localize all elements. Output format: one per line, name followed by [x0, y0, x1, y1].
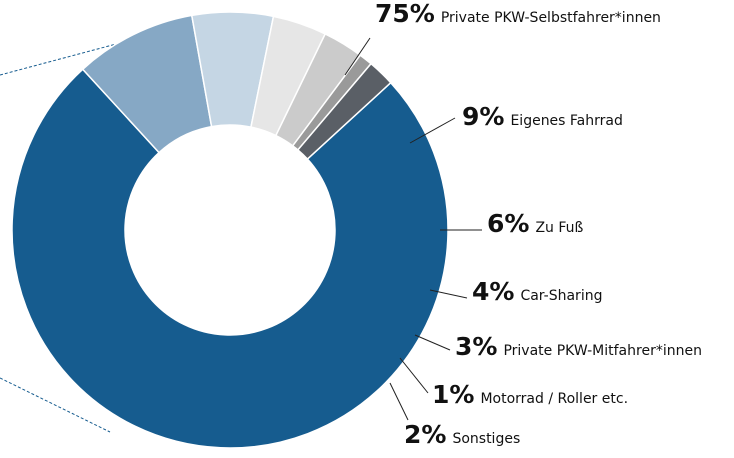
value-label: 75%: [375, 0, 435, 28]
value-label: 9%: [462, 102, 504, 131]
leader-line: [429, 289, 468, 299]
category-label: Motorrad / Roller etc.: [480, 391, 628, 407]
value-label: 4%: [472, 277, 514, 306]
value-label: 6%: [487, 209, 529, 238]
value-label: 2%: [404, 420, 446, 449]
donut-segment: [11, 68, 449, 449]
leader-line: [409, 117, 456, 144]
category-label: Car-Sharing: [520, 288, 602, 304]
value-label: 1%: [432, 380, 474, 409]
leader-line: [389, 382, 409, 421]
category-label: Private PKW-Mitfahrer*innen: [503, 343, 702, 359]
donut-segment: [296, 62, 392, 161]
leader-line: [414, 334, 451, 351]
leader-line: [399, 357, 429, 394]
category-label: Zu Fuß: [535, 220, 583, 236]
zoom-line: [0, 377, 111, 433]
leader-line: [344, 37, 371, 76]
value-label: 3%: [455, 332, 497, 361]
category-label: Eigenes Fahrrad: [510, 113, 622, 129]
category-label: Private PKW-Selbstfahrer*innen: [441, 10, 661, 26]
zoom-line: [0, 34, 151, 76]
category-label: Sonstiges: [452, 431, 520, 447]
